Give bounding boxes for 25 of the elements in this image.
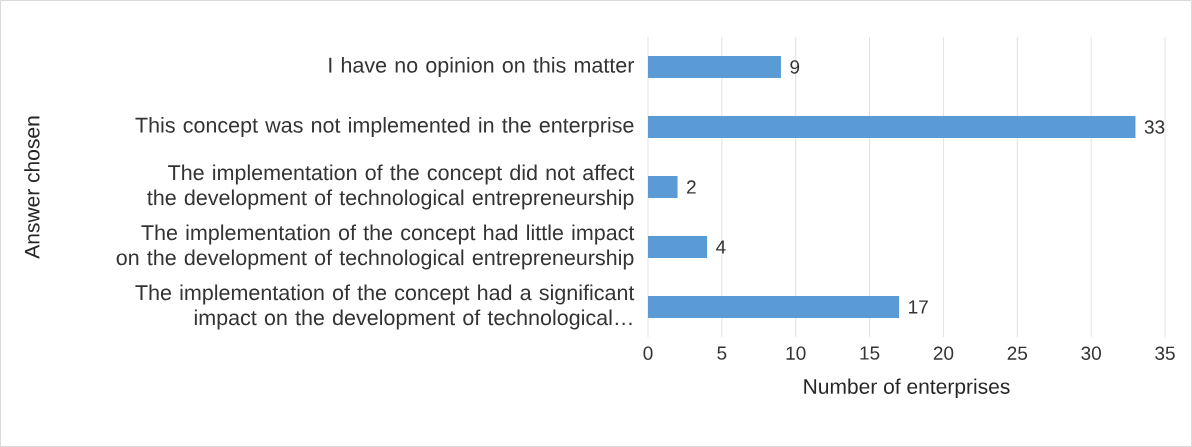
x-tick-label: 5 [717, 346, 727, 360]
data-label: 33 [1144, 120, 1165, 134]
y-tick-label: The implementation of the concept did not affect the development of technological entrepreneurship [147, 164, 635, 210]
bar [648, 115, 1136, 138]
x-tick-label: 20 [933, 346, 954, 360]
y-tick-label: The implementation of the concept had a significant impact on the development of technological… [135, 284, 635, 330]
x-tick-label: 10 [786, 346, 806, 360]
data-label: 2 [687, 180, 696, 194]
y-tick-label: I have no opinion on this matter [329, 56, 635, 78]
bar [648, 235, 708, 258]
x-tick-label: 25 [1007, 346, 1028, 360]
data-label: 17 [909, 300, 928, 314]
x-tick-label: 15 [860, 346, 880, 360]
y-tick-label: The implementation of the concept had little impact on the development of technological entrepreneurship [116, 224, 635, 270]
y-axis-title: Answer chosen [24, 116, 40, 259]
x-tick-label: 30 [1081, 346, 1101, 360]
bar [648, 55, 781, 78]
data-label: 9 [790, 60, 800, 74]
bar [648, 175, 678, 198]
x-tick-label: 0 [643, 346, 653, 360]
x-tick-label: 35 [1155, 346, 1175, 360]
data-label: 4 [716, 240, 726, 254]
bar [648, 295, 900, 318]
x-axis-title: Number of enterprises [804, 378, 1010, 399]
y-tick-label: This concept was not implemented in the enterprise [135, 116, 634, 138]
